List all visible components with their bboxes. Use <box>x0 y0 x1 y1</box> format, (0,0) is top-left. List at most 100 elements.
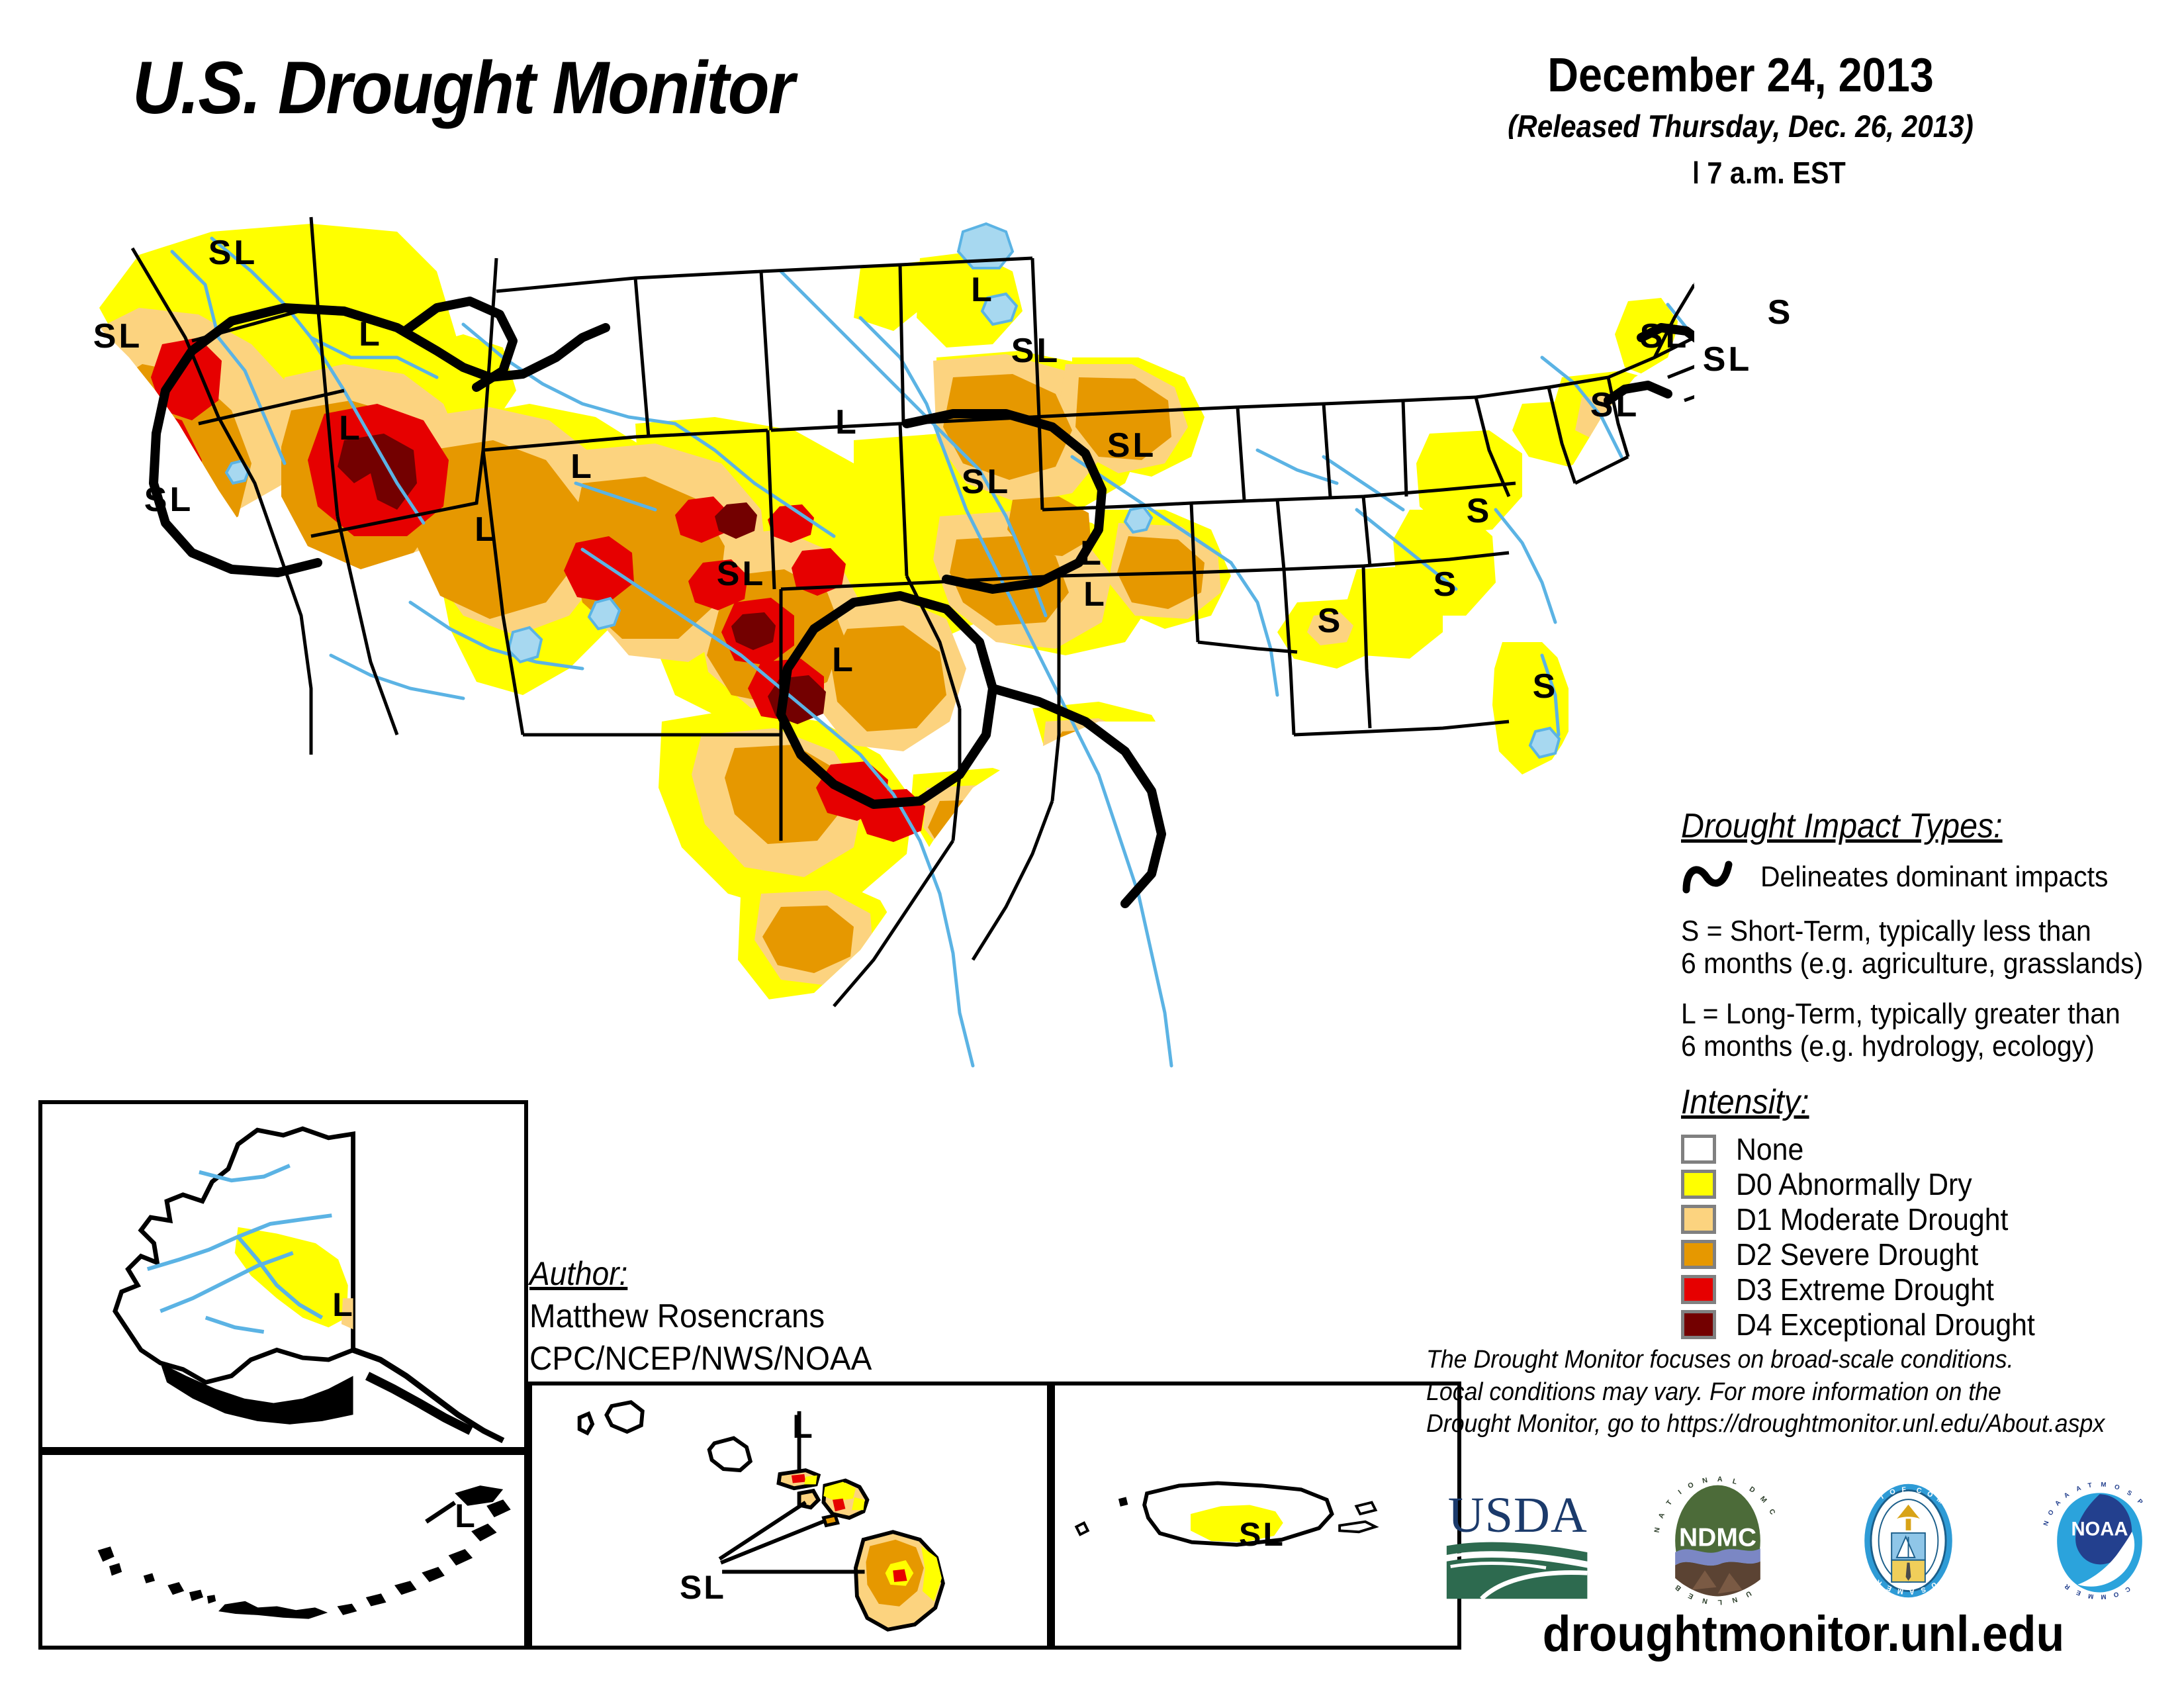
inset-impact-label-aleutians: L <box>455 1497 477 1534</box>
legend-item-d4[interactable]: D4 Exceptional Drought <box>1681 1307 2171 1342</box>
inset-map-aleutians[interactable]: L <box>38 1451 528 1650</box>
legend-item-d0[interactable]: D0 Abnormally Dry <box>1681 1166 2171 1201</box>
impact-label-iowa-wisconsin: SL <box>1011 332 1061 370</box>
legend-label-d0: D0 Abnormally Dry <box>1736 1166 1972 1201</box>
long-term-line1: L = Long-Term, typically greater than <box>1681 997 2120 1030</box>
svg-text:M: M <box>2101 1593 2107 1601</box>
svg-text:C: C <box>1767 1508 1776 1517</box>
impact-label-north-carolina: S <box>1466 492 1492 530</box>
disclaimer-line3: Drought Monitor, go to https://droughtmo… <box>1426 1410 2105 1438</box>
conus-drought-map[interactable]: SL SL L SL L L L L SL L SL SL SL L L L S… <box>0 139 1790 1211</box>
impact-label-illinois: SL <box>1107 426 1157 465</box>
noaa-logo: NOAA N O A A A T M O S P C O M M E R <box>2042 1481 2144 1601</box>
svg-text:M: M <box>2101 1481 2107 1489</box>
svg-text:T: T <box>1665 1499 1674 1507</box>
delineates-row: Delineates dominant impacts <box>1681 857 2171 898</box>
svg-text:A: A <box>2063 1491 2071 1500</box>
svg-text:O: O <box>2047 1509 2056 1517</box>
impact-label-florida: S <box>1532 667 1559 706</box>
long-term-definition: L = Long-Term, typically greater than 6 … <box>1681 998 2136 1063</box>
intensity-legend: Intensity: None D0 Abnormally Dry D1 Mod… <box>1681 1082 2171 1342</box>
svg-text:NOAA: NOAA <box>2071 1519 2128 1540</box>
swatch-d0 <box>1681 1169 1716 1199</box>
impact-label-pennsylvania: SL <box>1590 386 1640 424</box>
svg-text:O: O <box>1889 1487 1897 1497</box>
svg-text:M: M <box>1758 1495 1768 1505</box>
impact-label-massachusetts: SL <box>1702 340 1752 379</box>
impact-label-alabama: S <box>1317 602 1343 640</box>
svg-text:O: O <box>1686 1481 1695 1490</box>
author-name: Matthew Rosencrans <box>529 1297 825 1335</box>
inset-impact-label-alaska: L <box>332 1286 355 1323</box>
drought-impact-types-legend: Drought Impact Types: Delineates dominan… <box>1681 806 2171 1062</box>
svg-text:USDA: USDA <box>1448 1487 1588 1543</box>
legend-item-d3[interactable]: D3 Extreme Drought <box>1681 1272 2171 1307</box>
svg-text:S: S <box>1920 1585 1927 1594</box>
inset-map-hawaii[interactable]: L SL <box>528 1382 1051 1650</box>
svg-text:A: A <box>2054 1499 2062 1508</box>
swatch-d4 <box>1681 1309 1716 1339</box>
legend-label-d3: D3 Extreme Drought <box>1736 1272 1994 1307</box>
legend-item-d1[interactable]: D1 Moderate Drought <box>1681 1201 2171 1237</box>
short-term-line2: 6 months (e.g. agriculture, grasslands) <box>1681 947 2144 980</box>
svg-text:N: N <box>1702 1596 1708 1605</box>
inset-map-puerto-rico[interactable]: SL <box>1051 1382 1461 1650</box>
impact-label-nevada-utah: L <box>339 409 363 447</box>
legend-label-d1: D1 Moderate Drought <box>1736 1201 2009 1237</box>
swatch-d2 <box>1681 1239 1716 1269</box>
impact-label-maine: S <box>1767 293 1794 332</box>
inset-map-alaska[interactable]: L <box>38 1100 528 1451</box>
inset-impact-label-hawaii-shortlong: SL <box>680 1569 726 1606</box>
author-heading: Author: <box>529 1255 628 1292</box>
svg-text:N: N <box>2042 1520 2051 1526</box>
swatch-none <box>1681 1134 1716 1164</box>
impact-legend-heading: Drought Impact Types: <box>1681 807 2003 845</box>
legend-item-d2[interactable]: D2 Severe Drought <box>1681 1237 2171 1272</box>
disclaimer-line2: Local conditions may vary. For more info… <box>1426 1378 2001 1406</box>
svg-text:L: L <box>1717 1598 1722 1605</box>
legend-label-none: None <box>1736 1131 1804 1166</box>
svg-text:D: D <box>1748 1485 1756 1495</box>
svg-text:C: C <box>1916 1486 1923 1495</box>
svg-text:A: A <box>1657 1512 1666 1520</box>
squiggle-line-icon <box>1682 861 1733 894</box>
intensity-legend-rows: None D0 Abnormally Dry D1 Moderate Droug… <box>1681 1131 2171 1342</box>
impact-label-washington: SL <box>208 234 258 272</box>
svg-text:O: O <box>2113 1483 2120 1492</box>
svg-text:O: O <box>2113 1590 2120 1599</box>
legend-item-none[interactable]: None <box>1681 1131 2171 1166</box>
author-affiliation: CPC/NCEP/NWS/NOAA <box>529 1340 872 1377</box>
impact-label-idaho: L <box>359 315 383 353</box>
author-block: Author: Matthew Rosencrans CPC/NCEP/NWS/… <box>529 1254 890 1378</box>
legend-label-d2: D2 Severe Drought <box>1736 1237 1979 1272</box>
svg-text:NDMC: NDMC <box>1679 1523 1756 1552</box>
agency-logo-row: USDA NDMC N A T I O N A L D M C U N L N <box>1443 1473 2164 1609</box>
svg-text:E: E <box>2075 1588 2082 1597</box>
svg-text:E: E <box>1687 1591 1695 1601</box>
page-title: U.S. Drought Monitor <box>132 46 795 129</box>
svg-text:E: E <box>1886 1583 1893 1593</box>
impact-label-minnesota: L <box>971 271 995 309</box>
site-url[interactable]: droughtmonitor.unl.edu <box>1542 1606 2065 1662</box>
usda-logo: USDA <box>1446 1487 1588 1601</box>
impact-label-arkansas: L <box>1080 534 1104 573</box>
svg-text:I: I <box>1676 1489 1683 1496</box>
svg-text:M: M <box>2087 1592 2094 1600</box>
svg-text:N: N <box>1653 1526 1662 1533</box>
inset-impact-label-hawaii-long: L <box>792 1408 815 1445</box>
impact-label-arizona-new-mexico: L <box>475 510 498 549</box>
svg-text:E: E <box>1861 1509 1870 1517</box>
ndmc-logo: NDMC N A T I O N A L D M C U N L N E B <box>1653 1476 1777 1605</box>
valid-date: December 24, 2013 <box>1547 49 1934 102</box>
svg-text:A: A <box>1909 1587 1915 1596</box>
impact-label-oregon: SL <box>93 317 143 355</box>
svg-text:B: B <box>1674 1583 1683 1592</box>
commerce-seal-logo: D E P T O F C O M M U S A M E R <box>1856 1483 1953 1598</box>
impact-label-california: SL <box>144 481 194 519</box>
svg-text:T: T <box>2087 1481 2093 1489</box>
disclaimer-text: The Drought Monitor focuses on broad-sca… <box>1426 1344 2129 1440</box>
svg-text:U: U <box>1744 1589 1752 1599</box>
swatch-d1 <box>1681 1204 1716 1234</box>
impact-label-louisiana: L <box>1083 575 1107 614</box>
svg-text:A: A <box>1717 1476 1722 1483</box>
